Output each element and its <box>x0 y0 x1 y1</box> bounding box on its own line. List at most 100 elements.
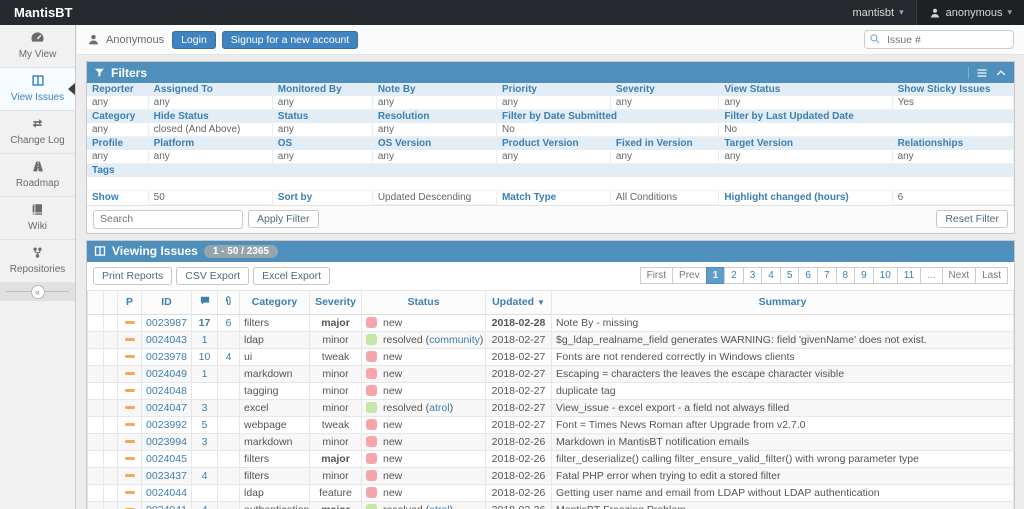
filter-field-label[interactable]: OS Version <box>372 137 496 151</box>
filter-field-label[interactable]: Show <box>87 190 148 204</box>
excel-export-button[interactable]: Excel Export <box>253 267 330 285</box>
issue-id-link[interactable]: 0023978 <box>146 351 187 363</box>
filter-field-value[interactable]: any <box>372 123 496 137</box>
issue-number-input[interactable] <box>864 30 1014 49</box>
row-select-cell[interactable] <box>88 399 104 416</box>
issue-id-link[interactable]: 0023992 <box>146 419 187 431</box>
row-edit-cell[interactable] <box>104 467 118 484</box>
row-edit-cell[interactable] <box>104 501 118 509</box>
filter-field-label[interactable]: Resolution <box>372 110 496 124</box>
filter-field-value[interactable]: any <box>148 150 272 164</box>
filter-field-value[interactable]: any <box>610 96 718 110</box>
print-reports-button[interactable]: Print Reports <box>93 267 172 285</box>
filter-field-value[interactable]: any <box>87 123 148 137</box>
filter-field-label[interactable]: Show Sticky Issues <box>892 83 1013 96</box>
filter-field-label[interactable]: Status <box>272 110 372 124</box>
issue-id-link[interactable]: 0023437 <box>146 470 187 482</box>
select-column-header[interactable] <box>88 291 104 315</box>
notes-count-link[interactable]: 3 <box>202 402 208 414</box>
issue-id-link[interactable]: 0024048 <box>146 385 187 397</box>
pagination-page-2[interactable]: 2 <box>724 267 744 284</box>
user-dropdown[interactable]: anonymous ▾ <box>916 0 1024 25</box>
row-edit-cell[interactable] <box>104 450 118 467</box>
filter-field-label[interactable]: Assigned To <box>148 83 272 96</box>
severity-column-header[interactable]: Severity <box>310 291 362 315</box>
filter-field-label[interactable]: Priority <box>496 83 610 96</box>
csv-export-button[interactable]: CSV Export <box>176 267 249 285</box>
row-select-cell[interactable] <box>88 433 104 450</box>
notes-count-link[interactable]: 1 <box>202 368 208 380</box>
summary-column-header[interactable]: Summary <box>552 291 1014 315</box>
issue-id-link[interactable]: 0024049 <box>146 368 187 380</box>
row-edit-cell[interactable] <box>104 382 118 399</box>
filter-field-label[interactable]: Severity <box>610 83 718 96</box>
row-select-cell[interactable] <box>88 416 104 433</box>
filter-field-label[interactable]: Product Version <box>496 137 610 151</box>
sidebar-item-repositories[interactable]: Repositories <box>0 240 75 283</box>
project-dropdown[interactable]: mantisbt ▾ <box>840 0 915 25</box>
filter-field-label[interactable]: Highlight changed (hours) <box>719 190 892 204</box>
filter-field-label[interactable]: Hide Status <box>148 110 272 124</box>
filter-field-label[interactable]: Sort by <box>272 190 372 204</box>
id-column-header[interactable]: ID <box>142 291 192 315</box>
row-select-cell[interactable] <box>88 331 104 348</box>
filter-field-value[interactable]: any <box>496 96 610 110</box>
assignee-link[interactable]: community <box>429 334 480 346</box>
row-select-cell[interactable] <box>88 501 104 509</box>
sidebar-item-change-log[interactable]: Change Log <box>0 111 75 154</box>
filter-field-value[interactable]: 50 <box>148 190 272 204</box>
brand-logo[interactable]: MantisBT <box>0 0 87 25</box>
filter-field-label[interactable]: View Status <box>719 83 892 96</box>
updated-column-header[interactable]: Updated ▼ <box>486 291 552 315</box>
row-select-cell[interactable] <box>88 450 104 467</box>
menu-icon[interactable] <box>976 67 988 79</box>
row-edit-cell[interactable] <box>104 416 118 433</box>
pagination-page-3[interactable]: 3 <box>743 267 763 284</box>
attachments-count-link[interactable]: 6 <box>226 317 232 329</box>
assignee-link[interactable]: atrol <box>429 402 449 414</box>
status-column-header[interactable]: Status <box>362 291 486 315</box>
row-select-cell[interactable] <box>88 382 104 399</box>
row-edit-cell[interactable] <box>104 365 118 382</box>
row-edit-cell[interactable] <box>104 399 118 416</box>
filter-search-input[interactable] <box>93 210 243 229</box>
pagination-page-9[interactable]: 9 <box>854 267 874 284</box>
filter-field-value[interactable]: Updated Descending <box>372 190 496 204</box>
pagination-page-7[interactable]: 7 <box>817 267 837 284</box>
notes-count-link[interactable]: 4 <box>202 470 208 482</box>
reset-filter-button[interactable]: Reset Filter <box>936 210 1008 228</box>
filter-field-label[interactable]: Match Type <box>496 190 610 204</box>
notes-count-link[interactable]: 1 <box>202 334 208 346</box>
pagination-page-1[interactable]: 1 <box>706 267 726 284</box>
pagination-next[interactable]: Next <box>942 267 977 284</box>
pagination-page-6[interactable]: 6 <box>798 267 818 284</box>
filter-field-label[interactable]: Category <box>87 110 148 124</box>
filter-field-value[interactable]: any <box>892 150 1013 164</box>
filter-field-value[interactable]: 6 <box>892 190 1013 204</box>
issue-id-link[interactable]: 0024045 <box>146 453 187 465</box>
sidebar-collapse-toggle[interactable]: « <box>0 283 75 301</box>
issue-id-link[interactable]: 0024043 <box>146 334 187 346</box>
filter-field-value[interactable]: any <box>372 150 496 164</box>
notes-count-link[interactable]: 3 <box>202 436 208 448</box>
signup-button[interactable]: Signup for a new account <box>222 31 359 49</box>
notes-count-link[interactable]: 10 <box>199 351 211 363</box>
row-edit-cell[interactable] <box>104 331 118 348</box>
issue-id-link[interactable]: 0024044 <box>146 487 187 499</box>
row-select-cell[interactable] <box>88 365 104 382</box>
filter-field-label[interactable]: Relationships <box>892 137 1013 151</box>
pagination-first[interactable]: First <box>640 267 673 284</box>
issue-id-link[interactable]: 0024047 <box>146 402 187 414</box>
edit-column-header[interactable] <box>104 291 118 315</box>
issue-id-link[interactable]: 0023994 <box>146 436 187 448</box>
filter-field-value[interactable]: any <box>87 150 148 164</box>
pagination-page-11[interactable]: 11 <box>897 267 921 284</box>
sidebar-item-roadmap[interactable]: Roadmap <box>0 154 75 197</box>
assignee-link[interactable]: atrol <box>429 504 449 509</box>
pagination-page-8[interactable]: 8 <box>836 267 856 284</box>
filter-field-label[interactable]: Filter by Date Submitted <box>496 110 718 124</box>
filter-field-value[interactable]: any <box>496 150 610 164</box>
filter-field-label[interactable]: Filter by Last Updated Date <box>719 110 1014 124</box>
row-select-cell[interactable] <box>88 348 104 365</box>
filter-field-label[interactable]: Profile <box>87 137 148 151</box>
